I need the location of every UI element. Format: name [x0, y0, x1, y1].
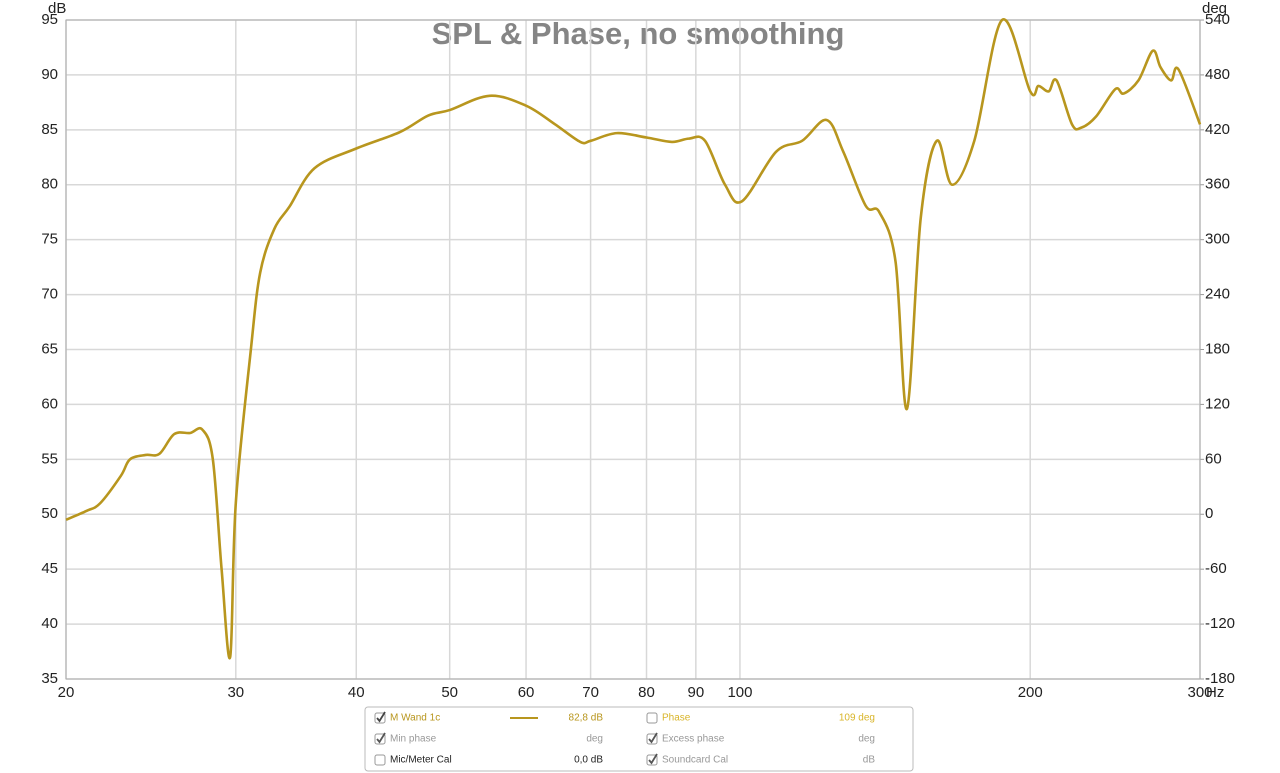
legend-readout: deg [858, 734, 875, 745]
y-tick-label: 55 [41, 450, 58, 467]
y2-tick-label: 360 [1205, 176, 1230, 193]
y2-tick-label: 60 [1205, 450, 1222, 467]
x-tick-label: 30 [227, 684, 244, 701]
y-tick-label: 95 [41, 11, 58, 28]
x-tick-label: 90 [687, 684, 704, 701]
checkmark [648, 753, 658, 765]
checkbox [646, 712, 658, 724]
checkmark [376, 732, 386, 744]
y-tick-label: 85 [41, 121, 58, 138]
y2-tick-label: 420 [1205, 121, 1230, 138]
y2-tick-label: 300 [1205, 231, 1230, 248]
series-line [65, 18, 1202, 660]
y-tick-label: 50 [41, 505, 58, 522]
x-tick-label: 100 [727, 684, 752, 701]
y2-tick-label: -120 [1205, 615, 1235, 632]
y2-tick-label: 180 [1205, 340, 1230, 357]
y2-tick-label: -60 [1205, 560, 1227, 577]
legend-panel [364, 706, 914, 772]
x-tick-label: 40 [348, 684, 365, 701]
plot-frame [65, 19, 1201, 680]
legend-readout: 82,8 dB [569, 713, 604, 724]
legend-readout: 0,0 dB [574, 755, 603, 766]
x-tick-label: 200 [1018, 684, 1043, 701]
x-tick-label: 70 [582, 684, 599, 701]
chart-title: SPL & Phase, no smoothing [432, 16, 845, 51]
checkmark [376, 711, 386, 723]
y2-tick-label: 120 [1205, 395, 1230, 412]
y-tick-label: 80 [41, 176, 58, 193]
y-tick-label: 90 [41, 66, 58, 83]
y-tick-label: 40 [41, 615, 58, 632]
checkmark [648, 732, 658, 744]
y2-tick-label: -180 [1205, 670, 1235, 687]
x-tick-label: 300 [1187, 684, 1212, 701]
legend-label: Soundcard Cal [662, 755, 728, 766]
y-tick-label: 60 [41, 395, 58, 412]
legend-readout: 109 deg [839, 713, 875, 724]
y-tick-label: 65 [41, 340, 58, 357]
grid [65, 19, 1201, 680]
y-tick-label: 45 [41, 560, 58, 577]
legend-label: Phase [662, 713, 691, 724]
x-tick-label: 20 [58, 684, 75, 701]
legend-label: Mic/Meter Cal [390, 755, 452, 766]
y2-tick-label: 540 [1205, 11, 1230, 28]
legend-readout: dB [863, 755, 876, 766]
legend-label: Min phase [390, 734, 437, 745]
x-tick-label: 80 [638, 684, 655, 701]
y-tick-label: 70 [41, 286, 58, 303]
y2-axis-label: deg [1202, 0, 1227, 17]
legend-readout: deg [586, 734, 603, 745]
y-tick-label: 75 [41, 231, 58, 248]
y2-tick-label: 0 [1205, 505, 1213, 522]
x-axis-label: Hz [1206, 684, 1224, 701]
y2-tick-label: 480 [1205, 66, 1230, 83]
legend-label: Excess phase [662, 734, 725, 745]
legend-label: M Wand 1c [390, 713, 440, 724]
checkbox [374, 754, 386, 766]
x-tick-label: 50 [441, 684, 458, 701]
y2-tick-label: 240 [1205, 286, 1230, 303]
x-tick-label: 60 [518, 684, 535, 701]
y-tick-label: 35 [41, 670, 58, 687]
y-axis-label: dB [48, 0, 66, 17]
